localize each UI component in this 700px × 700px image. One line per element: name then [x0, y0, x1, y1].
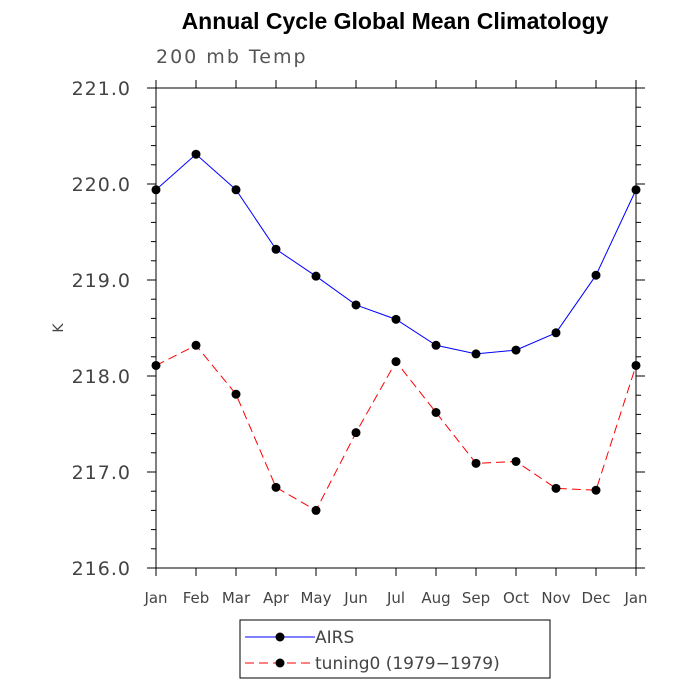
- y-tick-label: 220.0: [72, 174, 131, 196]
- legend-item-1: AIRS: [245, 628, 354, 648]
- data-point: [311, 271, 321, 281]
- legend-box: [239, 619, 551, 679]
- legend-marker: [275, 658, 285, 668]
- data-point: [191, 340, 201, 350]
- data-point: [271, 482, 281, 492]
- data-point: [231, 389, 241, 399]
- x-tick-label: Jun: [343, 589, 367, 607]
- data-point: [391, 314, 401, 324]
- series-area: [151, 149, 641, 515]
- chart-title: Annual Cycle Global Mean Climatology: [181, 8, 609, 34]
- data-point: [191, 149, 201, 159]
- x-tick-label: Jan: [143, 589, 167, 607]
- data-point: [471, 458, 481, 468]
- data-point: [551, 328, 561, 338]
- series-line: [155, 344, 637, 512]
- x-tick-label: Apr: [263, 589, 290, 607]
- data-point: [151, 185, 161, 195]
- x-tick-label: Jan: [623, 589, 647, 607]
- y-tick-label: 219.0: [72, 270, 131, 292]
- data-point: [591, 485, 601, 495]
- data-point: [351, 300, 361, 310]
- data-point: [631, 185, 641, 195]
- x-tick-label: Mar: [222, 589, 251, 607]
- series-2: [151, 340, 641, 515]
- x-tick-label: Sep: [462, 589, 490, 607]
- axes: Jan Feb Mar Apr May Jun Jul Aug Sep Oct Nov Dec Jan 2…: [51, 78, 648, 607]
- y-tick-label: 218.0: [72, 366, 131, 388]
- y-axis-label: K: [51, 323, 67, 333]
- data-point: [231, 185, 241, 195]
- x-tick-label: Feb: [183, 589, 210, 607]
- x-tick-label: Jul: [386, 589, 405, 607]
- legend-label: tuning0 (1979−1979): [315, 654, 500, 674]
- series-1: [151, 149, 641, 359]
- data-point: [511, 456, 521, 466]
- y-tick-label: 221.0: [72, 78, 131, 100]
- data-point: [431, 340, 441, 350]
- plot-frame: [155, 87, 637, 569]
- data-point: [151, 360, 161, 370]
- x-tick-label: Aug: [421, 589, 450, 607]
- series-line: [155, 153, 637, 355]
- data-point: [311, 505, 321, 515]
- chart-subtitle: 200 mb Temp: [156, 46, 308, 68]
- x-tick-label: Oct: [503, 589, 529, 607]
- legend-item-2: tuning0 (1979−1979): [245, 654, 500, 674]
- legend-label: AIRS: [315, 628, 354, 648]
- data-point: [471, 349, 481, 359]
- data-point: [391, 357, 401, 367]
- data-point: [431, 407, 441, 417]
- x-tick-label: Dec: [581, 589, 610, 607]
- data-point: [631, 360, 641, 370]
- data-point: [551, 483, 561, 493]
- y-tick-label: 217.0: [72, 462, 131, 484]
- y-tick-label: 216.0: [72, 558, 131, 580]
- data-point: [351, 428, 361, 438]
- x-tick-label: May: [300, 589, 331, 607]
- data-point: [591, 270, 601, 280]
- legend-marker: [275, 632, 285, 642]
- legend: AIRS tuning0 (1979−1979): [239, 619, 551, 679]
- data-point: [511, 345, 521, 355]
- x-tick-label: Nov: [541, 589, 570, 607]
- data-point: [271, 244, 281, 254]
